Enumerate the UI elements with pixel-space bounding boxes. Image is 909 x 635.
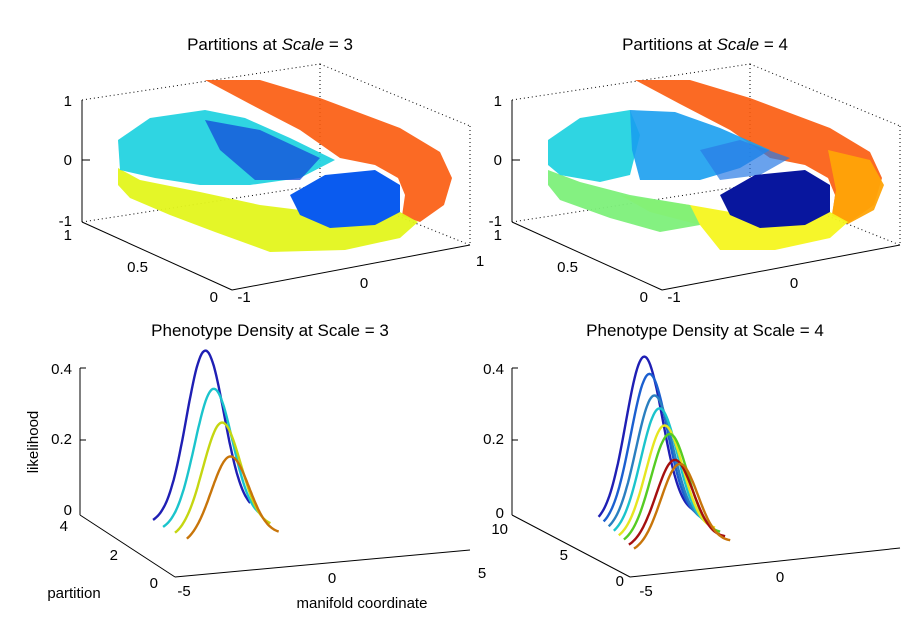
density-curve-partition-6 bbox=[607, 394, 706, 528]
tick-label: 1 bbox=[476, 253, 484, 270]
panel-title: Phenotype Density at Scale = 3 bbox=[151, 321, 389, 340]
density-curve-partition-7 bbox=[602, 372, 701, 523]
density-curve-partition-1 bbox=[633, 462, 731, 550]
z-ticks: 1 0 -1 bbox=[59, 93, 72, 230]
z-ticks: 0.4 0.2 0 bbox=[51, 361, 72, 519]
panel-title: Partitions at Scale = 3 bbox=[187, 35, 353, 54]
partition-region bbox=[548, 170, 700, 232]
partition-region bbox=[828, 150, 884, 224]
x-ticks: -5 0 bbox=[639, 569, 784, 600]
tick-label: 0 bbox=[360, 275, 368, 292]
y-axis-label: partition bbox=[47, 585, 100, 602]
tick-label: 1 bbox=[494, 93, 502, 110]
tick-label: -1 bbox=[667, 289, 680, 306]
scatter-cloud bbox=[118, 80, 452, 252]
tick-label: 1 bbox=[64, 227, 72, 244]
tick-label: 0 bbox=[64, 502, 72, 519]
tick-label: 0.5 bbox=[557, 259, 578, 276]
panel-title: Phenotype Density at Scale = 4 bbox=[586, 321, 824, 340]
panel-density-scale-3: Phenotype Density at Scale = 3 likelihoo… bbox=[25, 321, 486, 612]
tick-label: -5 bbox=[177, 583, 190, 600]
density-curve-partition-3 bbox=[162, 387, 262, 528]
tick-label: 1 bbox=[64, 93, 72, 110]
tick-label: 0 bbox=[790, 275, 798, 292]
density-curve-partition-2 bbox=[628, 458, 726, 546]
density-curve-partition-8 bbox=[597, 355, 696, 518]
tick-label: 5 bbox=[478, 565, 486, 582]
tick-label: 0.4 bbox=[483, 361, 504, 378]
scatter-cloud bbox=[548, 80, 884, 250]
partition-region bbox=[700, 140, 790, 180]
z-axis-label: likelihood bbox=[25, 411, 42, 474]
tick-label: 5 bbox=[560, 547, 568, 564]
tick-label: 2 bbox=[110, 547, 118, 564]
density-curves bbox=[597, 355, 731, 550]
tick-label: 0 bbox=[616, 573, 624, 590]
tick-label: 0 bbox=[496, 505, 504, 522]
tick-label: 0 bbox=[210, 289, 218, 306]
tick-label: 0.4 bbox=[51, 361, 72, 378]
partition-region bbox=[205, 80, 452, 222]
tick-label: 1 bbox=[494, 227, 502, 244]
z-ticks: 1 0 -1 bbox=[489, 93, 502, 230]
density-curve-partition-1 bbox=[186, 455, 280, 540]
y-ticks: 10 5 0 bbox=[491, 521, 624, 590]
density-curve-partition-4 bbox=[152, 349, 252, 521]
density-curve-partition-4 bbox=[618, 424, 716, 537]
tick-label: -1 bbox=[59, 213, 72, 230]
tick-label: 0 bbox=[64, 152, 72, 169]
axes-box bbox=[79, 367, 471, 578]
tick-label: 0 bbox=[328, 570, 336, 587]
tick-label: 4 bbox=[60, 518, 68, 535]
tick-label: 10 bbox=[491, 521, 508, 538]
density-curves bbox=[152, 349, 280, 540]
partition-region bbox=[720, 170, 830, 228]
y-ticks: 1 0.5 0 bbox=[494, 227, 648, 306]
x-ticks: -1 0 bbox=[667, 275, 798, 306]
tick-label: 0.2 bbox=[483, 431, 504, 448]
density-curve-partition-5 bbox=[612, 407, 711, 532]
density-curve-partition-2 bbox=[174, 421, 271, 534]
panel-partitions-scale-4: Partitions at Scale = 4 1 0 -1 bbox=[489, 35, 901, 306]
tick-label: -5 bbox=[639, 583, 652, 600]
tick-label: 0 bbox=[640, 289, 648, 306]
partition-region bbox=[548, 110, 640, 182]
tick-label: 0 bbox=[776, 569, 784, 586]
partition-region bbox=[118, 168, 418, 252]
tick-label: 0 bbox=[494, 152, 502, 169]
partition-region bbox=[205, 120, 320, 180]
y-ticks: 4 2 0 bbox=[60, 518, 158, 592]
x-axis-label: manifold coordinate bbox=[297, 595, 428, 612]
axes-box bbox=[511, 367, 901, 578]
tick-label: -1 bbox=[489, 213, 502, 230]
panel-title: Partitions at Scale = 4 bbox=[622, 35, 788, 54]
tick-label: -1 bbox=[237, 289, 250, 306]
panel-partitions-scale-3: Partitions at Scale = 3 1 0 -1 1 bbox=[59, 35, 485, 306]
x-ticks: -5 0 5 bbox=[177, 565, 486, 600]
partition-region bbox=[290, 170, 400, 228]
tick-label: 0 bbox=[150, 575, 158, 592]
panel-density-scale-4: Phenotype Density at Scale = 4 0.4 0.2 0… bbox=[483, 321, 901, 600]
tick-label: 0.2 bbox=[51, 431, 72, 448]
x-ticks: -1 0 1 bbox=[237, 253, 484, 306]
tick-label: 0.5 bbox=[127, 259, 148, 276]
z-ticks: 0.4 0.2 0 bbox=[483, 361, 504, 522]
y-ticks: 1 0.5 0 bbox=[64, 227, 218, 306]
